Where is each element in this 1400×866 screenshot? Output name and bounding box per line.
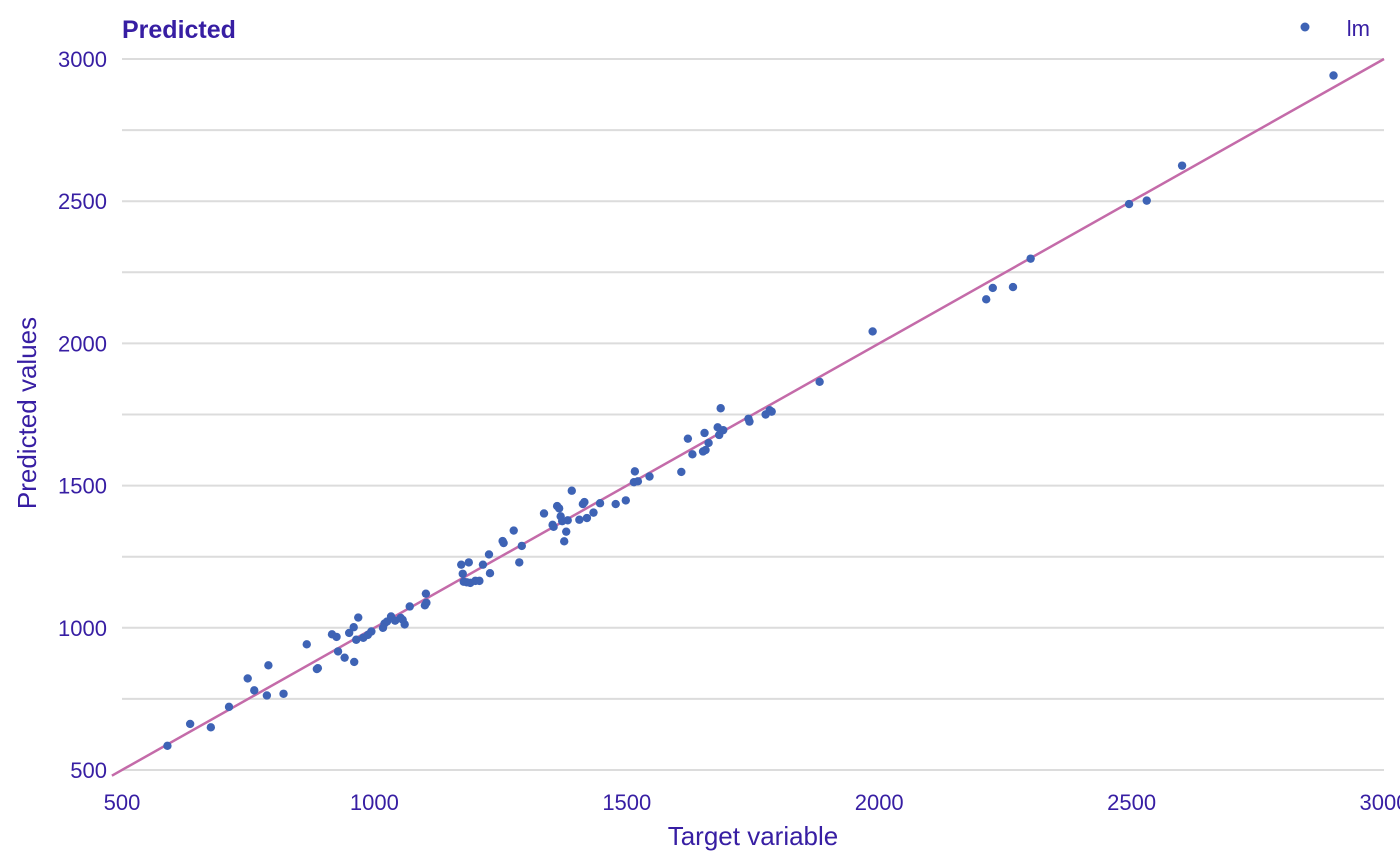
y-tick-label-1000: 1000 — [58, 616, 107, 641]
data-point — [313, 663, 323, 673]
legend: lm — [1300, 16, 1370, 41]
data-point — [595, 499, 605, 508]
data-point — [815, 377, 824, 386]
chart-title: Predicted — [122, 16, 236, 44]
data-point — [224, 702, 234, 712]
legend-marker — [1300, 22, 1310, 32]
data-point — [589, 508, 598, 517]
data-point — [1008, 282, 1018, 292]
data-point — [719, 425, 728, 435]
data-point — [745, 417, 754, 426]
data-point — [344, 628, 354, 638]
data-point — [704, 438, 713, 448]
data-point — [633, 477, 643, 486]
data-point — [1329, 71, 1338, 80]
legend-label-lm: lm — [1347, 16, 1370, 41]
data-point — [563, 516, 572, 525]
data-point — [349, 623, 358, 632]
data-point — [539, 509, 549, 518]
data-point — [701, 445, 710, 455]
data-point — [868, 327, 877, 336]
data-point — [700, 428, 709, 438]
data-point — [688, 450, 697, 459]
x-tick-label-3000: 3000 — [1360, 790, 1400, 815]
points-layer — [163, 71, 1338, 751]
data-point — [567, 486, 576, 495]
data-point — [582, 513, 592, 523]
data-point — [400, 620, 409, 629]
data-point — [475, 576, 484, 586]
data-point — [499, 538, 508, 548]
data-point — [517, 541, 527, 551]
data-point — [645, 472, 654, 481]
y-axis-label: Predicted values — [12, 317, 42, 509]
data-point — [264, 661, 273, 670]
data-point — [549, 522, 558, 532]
data-point — [352, 635, 361, 644]
data-point — [333, 647, 343, 656]
data-point — [1124, 199, 1134, 209]
data-point — [580, 497, 589, 507]
data-point — [243, 674, 252, 683]
data-point — [982, 295, 991, 304]
data-point — [575, 515, 584, 524]
data-point — [1142, 196, 1151, 205]
data-point — [350, 657, 359, 667]
y-tick-label-1500: 1500 — [58, 474, 107, 499]
y-tick-label-500: 500 — [70, 758, 107, 783]
data-point — [630, 467, 640, 476]
data-point — [509, 526, 518, 535]
y-tick-label-2000: 2000 — [58, 331, 107, 356]
data-point — [250, 686, 259, 695]
data-point — [405, 602, 414, 611]
data-point — [677, 467, 686, 477]
data-point — [611, 499, 620, 509]
data-point — [367, 627, 376, 636]
data-point — [515, 558, 524, 567]
data-point — [767, 407, 776, 416]
data-point — [163, 741, 172, 751]
data-point — [206, 723, 216, 732]
data-point — [478, 560, 488, 569]
data-point — [716, 404, 725, 413]
data-point — [988, 283, 997, 293]
data-point — [683, 434, 693, 443]
data-point — [340, 653, 349, 662]
x-tick-label-2000: 2000 — [855, 790, 904, 815]
x-tick-label-2500: 2500 — [1107, 790, 1156, 815]
data-point — [421, 589, 431, 598]
x-tick-label-1500: 1500 — [602, 790, 651, 815]
data-point — [262, 691, 272, 700]
data-point — [464, 558, 473, 567]
data-point — [621, 496, 630, 505]
data-point — [354, 613, 363, 622]
data-point — [562, 527, 571, 536]
data-point — [457, 560, 466, 569]
data-point — [1177, 161, 1187, 170]
y-tick-label-3000: 3000 — [58, 47, 107, 72]
x-tick-label-1000: 1000 — [350, 790, 399, 815]
data-point — [1026, 254, 1035, 263]
data-point — [185, 719, 195, 729]
data-point — [332, 632, 341, 642]
data-point — [485, 568, 495, 578]
y-tick-label-2500: 2500 — [58, 189, 107, 214]
data-point — [554, 504, 564, 513]
tick-labels-layer: 500 1000 1500 2000 2500 3000 500 1000 1500 2000 25… — [58, 47, 1400, 815]
data-point — [302, 640, 311, 649]
data-point — [458, 569, 467, 578]
data-point — [422, 598, 431, 607]
data-point — [560, 537, 569, 546]
x-axis-label: Target variable — [668, 821, 839, 851]
data-point — [484, 550, 494, 559]
x-tick-label-500: 500 — [104, 790, 141, 815]
data-point — [279, 689, 288, 698]
